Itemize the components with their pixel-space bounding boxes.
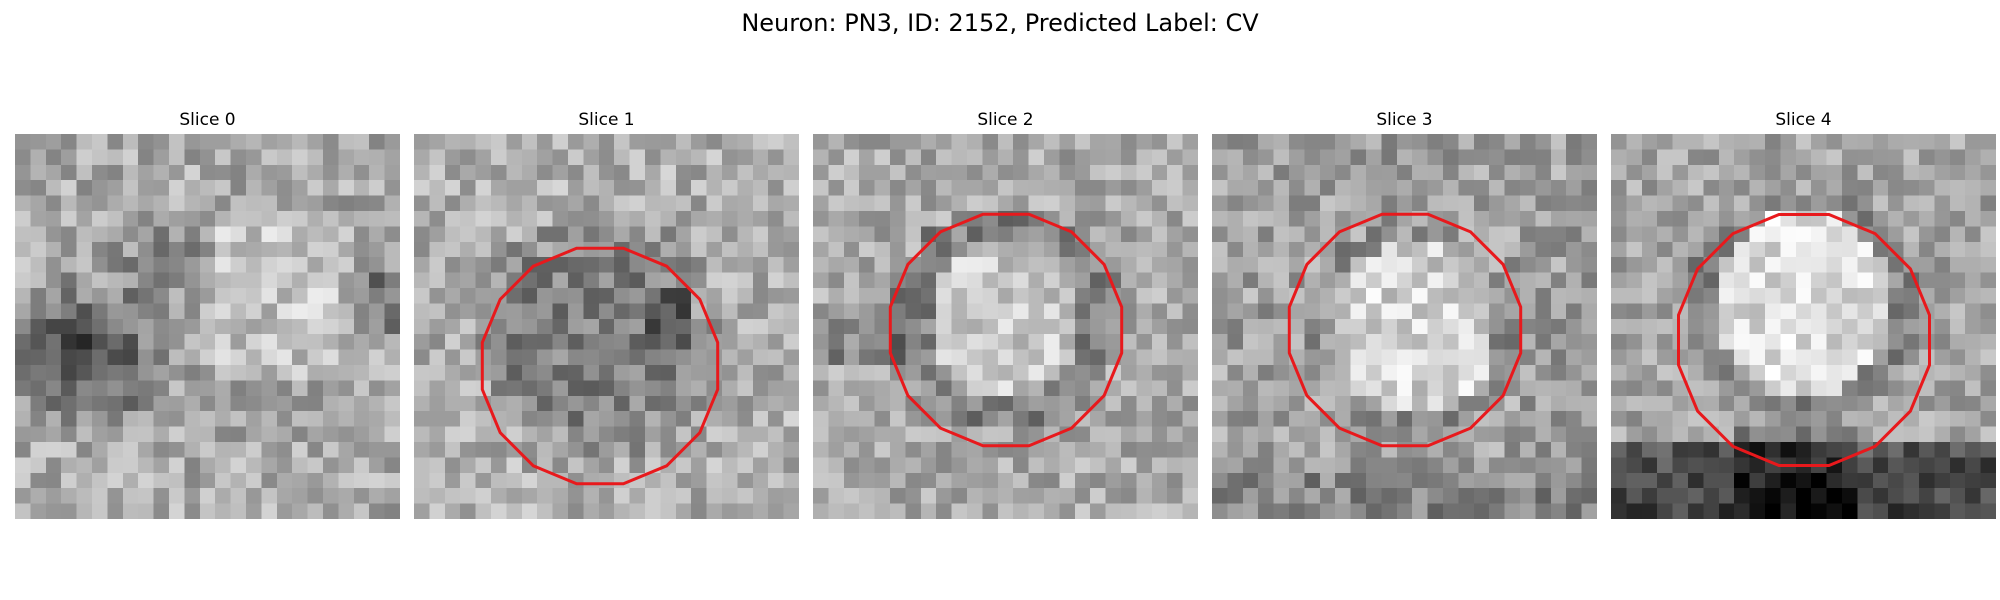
slice-image bbox=[414, 134, 799, 519]
grayscale-patch bbox=[813, 134, 1198, 519]
slice-title: Slice 4 bbox=[1775, 110, 1832, 130]
slice-image bbox=[1611, 134, 1996, 519]
contour-overlay bbox=[480, 246, 720, 486]
segmentation-contour bbox=[888, 212, 1124, 448]
slice-panel-4: Slice 4 bbox=[1611, 109, 1996, 519]
grayscale-patch bbox=[414, 134, 799, 519]
grayscale-patch bbox=[1611, 134, 1996, 519]
slice-panel-1: Slice 1 bbox=[414, 109, 799, 519]
grayscale-patch bbox=[15, 134, 400, 519]
grayscale-patch bbox=[1212, 134, 1597, 519]
contour-overlay bbox=[1677, 213, 1931, 467]
slice-title: Slice 3 bbox=[1376, 110, 1433, 130]
contour-overlay bbox=[888, 212, 1124, 448]
slice-title: Slice 1 bbox=[578, 110, 635, 130]
slice-title: Slice 2 bbox=[977, 110, 1034, 130]
contour-overlay bbox=[1287, 212, 1523, 448]
contour-overlay bbox=[15, 134, 400, 519]
slice-panel-3: Slice 3 bbox=[1212, 109, 1597, 519]
slice-image bbox=[15, 134, 400, 519]
slice-panel-0: Slice 0 bbox=[15, 109, 400, 519]
slice-image bbox=[813, 134, 1198, 519]
slice-title: Slice 0 bbox=[179, 110, 236, 130]
slice-panel-2: Slice 2 bbox=[813, 109, 1198, 519]
segmentation-contour bbox=[480, 246, 720, 486]
segmentation-contour bbox=[1677, 213, 1931, 467]
figure-title: Neuron: PN3, ID: 2152, Predicted Label: … bbox=[741, 9, 1259, 37]
segmentation-contour bbox=[1287, 212, 1523, 448]
slice-image bbox=[1212, 134, 1597, 519]
